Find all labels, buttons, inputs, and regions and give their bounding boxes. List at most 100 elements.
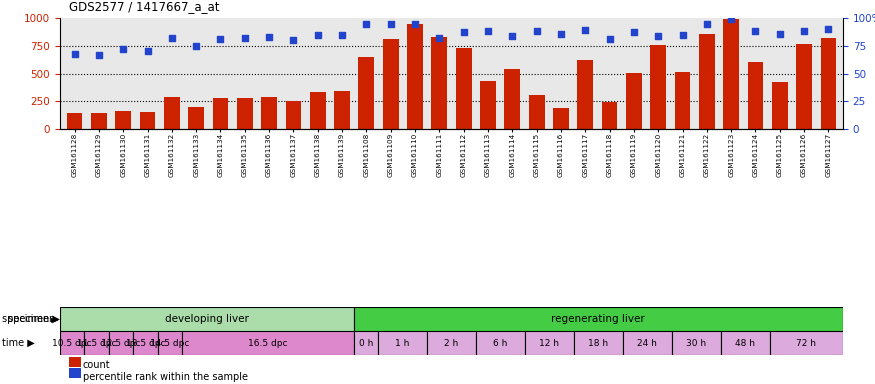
Bar [626,73,641,129]
Bar [378,331,427,355]
Bar [623,331,672,355]
Text: 48 h: 48 h [735,339,755,348]
Point [700,20,714,26]
Text: 6 h: 6 h [493,339,507,348]
Text: regenerating liver: regenerating liver [551,314,645,324]
Point [651,33,665,39]
Point [432,35,446,41]
Point [141,48,155,55]
Text: specimen: specimen [8,314,58,324]
Bar [821,38,836,129]
Point [67,50,81,56]
Bar [721,331,770,355]
Point [238,35,252,41]
Bar [796,43,812,129]
Text: count: count [83,361,110,371]
Point [286,37,300,43]
Text: specimen ▶: specimen ▶ [2,314,60,324]
Point [262,34,276,40]
Point [578,27,592,33]
Text: 16.5 dpc: 16.5 dpc [248,339,288,348]
Point [797,28,811,35]
Point [481,28,495,35]
Bar [140,112,156,129]
Point [408,20,422,26]
Bar [354,307,843,331]
Bar [334,91,350,129]
Bar [675,73,690,129]
Point [748,28,762,35]
Text: 12.5 dpc: 12.5 dpc [102,339,141,348]
Bar [354,331,378,355]
Text: 10.5 dpc: 10.5 dpc [52,339,92,348]
Point [116,46,130,52]
Bar [574,331,623,355]
Bar [91,113,107,129]
Point [626,29,640,35]
Point [505,33,519,39]
Bar [747,62,763,129]
Bar [456,48,472,129]
Text: 12 h: 12 h [539,339,559,348]
Point [384,20,398,26]
Point [164,35,178,41]
Point [529,28,543,35]
Bar [310,93,326,129]
Bar [407,23,423,129]
Bar [237,98,253,129]
Text: 30 h: 30 h [686,339,706,348]
Bar [476,331,525,355]
Point [773,30,787,36]
Bar [480,81,496,129]
Bar [602,102,618,129]
Bar [525,331,574,355]
Bar [382,39,399,129]
Bar [504,68,521,129]
Point [360,20,374,26]
Text: 13.5 dpc: 13.5 dpc [126,339,165,348]
Bar [672,331,721,355]
Text: time ▶: time ▶ [2,338,35,348]
Bar [85,331,109,355]
Bar [553,108,569,129]
Bar [133,331,158,355]
Bar [182,331,354,355]
Bar [724,19,739,129]
Text: 72 h: 72 h [796,339,816,348]
Point [554,30,568,36]
Point [214,36,228,42]
Bar [60,331,85,355]
Point [676,31,690,38]
Point [92,51,106,58]
Bar [213,98,228,129]
Text: percentile rank within the sample: percentile rank within the sample [83,372,248,382]
Bar [60,307,354,331]
Bar [66,113,82,129]
Bar [770,331,843,355]
Text: 18 h: 18 h [588,339,608,348]
Point [457,29,471,35]
Bar [431,37,447,129]
Text: 1 h: 1 h [396,339,410,348]
Bar [650,45,666,129]
Bar [158,331,182,355]
Bar [578,60,593,129]
Bar [109,331,133,355]
Bar [116,111,131,129]
Bar [699,33,715,129]
Bar [359,57,374,129]
Bar [188,107,204,129]
Text: 14.5 dpc: 14.5 dpc [150,339,190,348]
Bar [528,94,544,129]
Text: GDS2577 / 1417667_a_at: GDS2577 / 1417667_a_at [69,0,220,13]
Point [822,26,836,32]
Point [603,36,617,42]
Text: 11.5 dpc: 11.5 dpc [77,339,116,348]
Point [311,31,325,38]
Point [724,16,738,22]
Bar [772,82,788,129]
Bar [164,98,179,129]
Bar [427,331,476,355]
Text: 24 h: 24 h [637,339,657,348]
Text: 0 h: 0 h [359,339,373,348]
